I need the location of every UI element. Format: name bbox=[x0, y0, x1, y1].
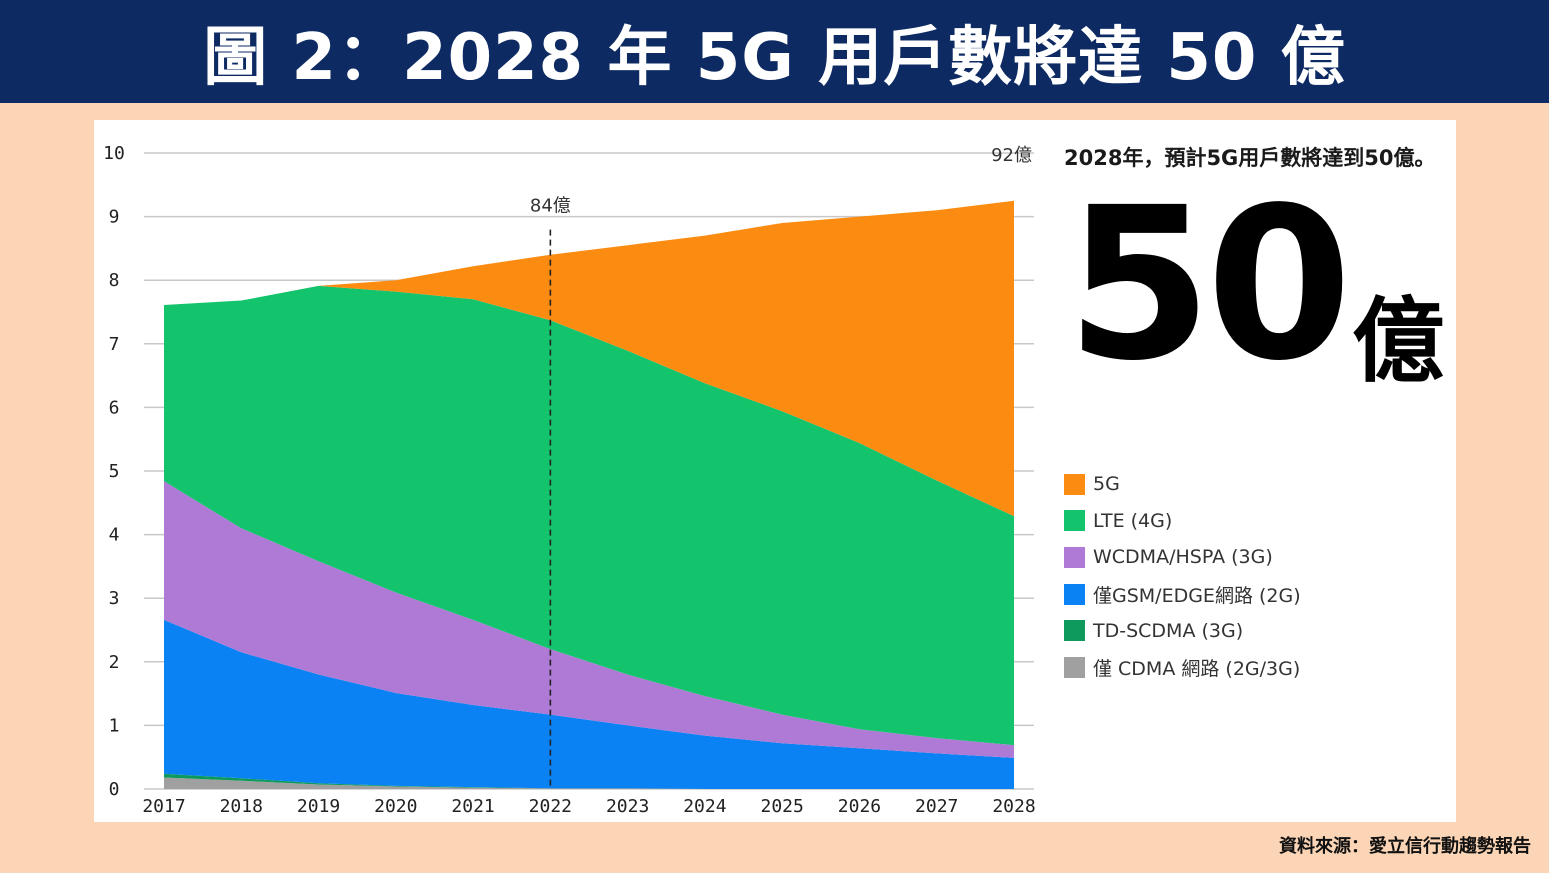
legend-swatch bbox=[1064, 620, 1085, 642]
y-tick-label: 5 bbox=[109, 461, 120, 482]
series-area bbox=[164, 777, 1014, 789]
x-tick-label: 2018 bbox=[220, 796, 263, 817]
x-tick-label: 2022 bbox=[529, 796, 572, 817]
x-tick-label: 2027 bbox=[915, 796, 958, 817]
y-tick-label: 6 bbox=[109, 397, 120, 418]
legend-label: 僅 CDMA 網路 (2G/3G) bbox=[1093, 657, 1301, 680]
page-title: 圖 2：2028 年 5G 用戶數將達 50 億 bbox=[203, 20, 1346, 95]
legend-label: WCDMA/HSPA (3G) bbox=[1093, 546, 1273, 569]
legend-label: LTE (4G) bbox=[1093, 509, 1173, 532]
y-tick-label: 2 bbox=[109, 652, 120, 673]
y-tick-label: 4 bbox=[109, 525, 120, 546]
series-area bbox=[164, 200, 1014, 517]
legend-item-td-scdma: TD-SCDMA (3G) bbox=[1064, 612, 1301, 649]
source-note: 資料來源：愛立信行動趨勢報告 bbox=[1279, 836, 1531, 857]
big-number-unit: 億 bbox=[1352, 288, 1445, 395]
legend-label: 5G bbox=[1093, 473, 1120, 496]
legend-item-gsm: 僅GSM/EDGE網路 (2G) bbox=[1064, 576, 1301, 613]
y-tick-label: 8 bbox=[109, 270, 120, 291]
legend-item-cdma: 僅 CDMA 網路 (2G/3G) bbox=[1064, 649, 1301, 686]
x-tick-label: 2025 bbox=[761, 796, 804, 817]
y-tick-label: 9 bbox=[109, 207, 120, 228]
y-tick-label: 7 bbox=[109, 334, 120, 355]
legend-item-5g: 5G bbox=[1064, 466, 1301, 503]
x-tick-label: 2023 bbox=[606, 796, 649, 817]
legend-label: 僅GSM/EDGE網路 (2G) bbox=[1093, 584, 1301, 607]
x-tick-label: 2017 bbox=[142, 796, 185, 817]
legend-label: TD-SCDMA (3G) bbox=[1093, 619, 1244, 642]
chart-legend: 5G LTE (4G) WCDMA/HSPA (3G) 僅GSM/EDGE網路 … bbox=[1064, 466, 1301, 686]
x-tick-label: 2028 bbox=[992, 796, 1035, 817]
annotation-label: 84億 bbox=[530, 196, 571, 217]
x-tick-label: 2019 bbox=[297, 796, 340, 817]
legend-swatch bbox=[1064, 583, 1085, 605]
y-tick-label: 0 bbox=[109, 779, 120, 800]
x-tick-label: 2026 bbox=[838, 796, 881, 817]
legend-swatch bbox=[1064, 510, 1085, 532]
headline: 2028年，預計5G用戶數將達到50億。 bbox=[1064, 146, 1436, 170]
legend-swatch bbox=[1064, 656, 1085, 678]
legend-item-lte: LTE (4G) bbox=[1064, 503, 1301, 540]
annotation-label: 92億 bbox=[991, 145, 1032, 166]
series-area bbox=[164, 481, 1014, 758]
x-tick-label: 2024 bbox=[683, 796, 726, 817]
series-area bbox=[164, 773, 1014, 789]
x-tick-label: 2021 bbox=[451, 796, 494, 817]
series-area bbox=[164, 285, 1014, 746]
y-tick-label: 10 bbox=[103, 143, 125, 164]
chart-card: 0 1 2 3 4 5 6 7 8 9 10 84億 92億 2017 2018 2019 2020 2021 20… bbox=[94, 120, 1456, 822]
title-bar: 圖 2：2028 年 5G 用戶數將達 50 億 bbox=[0, 0, 1549, 103]
big-number: 50 億 bbox=[1066, 170, 1444, 390]
y-tick-label: 3 bbox=[109, 588, 120, 609]
big-number-value: 50 bbox=[1066, 162, 1352, 407]
x-tick-label: 2020 bbox=[374, 796, 417, 817]
legend-swatch bbox=[1064, 473, 1085, 495]
series-area bbox=[164, 619, 1014, 789]
legend-swatch bbox=[1064, 546, 1085, 568]
stacked-area-chart: 0 1 2 3 4 5 6 7 8 9 10 84億 92億 2017 2018 2019 2020 2021 20… bbox=[103, 143, 1036, 817]
legend-item-wcdma: WCDMA/HSPA (3G) bbox=[1064, 539, 1301, 576]
y-tick-label: 1 bbox=[109, 715, 120, 736]
